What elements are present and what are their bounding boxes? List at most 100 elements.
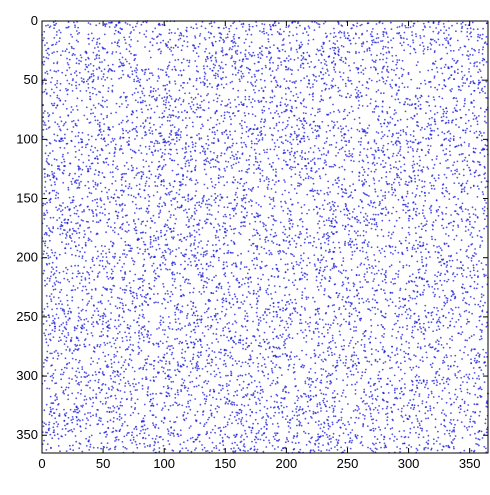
data-point [154,222,156,224]
data-point [299,24,301,27]
data-point [392,181,395,184]
data-point [128,144,131,146]
data-point [481,87,484,90]
data-point [96,275,99,277]
data-point [301,349,303,352]
data-point [481,79,484,82]
data-point [239,342,242,344]
data-point [296,288,299,290]
data-point [371,39,373,42]
data-point [443,173,446,176]
data-point [316,231,319,234]
data-point [325,83,328,86]
data-point [302,124,305,127]
data-point [442,376,445,379]
data-point [217,139,220,142]
data-point [302,51,305,54]
data-point [84,58,87,61]
data-point [288,55,290,57]
data-point [83,210,85,213]
data-point [343,213,346,216]
data-point [164,249,166,252]
data-point [218,239,221,242]
data-point [92,180,94,182]
data-point [96,119,99,122]
data-point [337,90,340,93]
data-point [383,442,386,445]
data-point [76,249,79,252]
data-point [464,208,467,211]
data-point [42,253,45,255]
data-point [284,93,287,95]
data-point [411,421,413,424]
data-point [440,116,443,119]
data-point [477,33,480,36]
data-point [121,228,124,231]
data-point [139,367,142,369]
data-point [342,283,345,286]
data-point [306,377,309,379]
data-point [152,239,155,242]
data-point [58,413,61,415]
data-point [285,252,288,255]
data-point [96,362,99,364]
data-point [281,48,284,51]
data-point [185,160,188,163]
data-point [172,237,175,240]
data-point [233,40,236,43]
data-point [339,89,341,92]
data-point [244,325,247,328]
data-point [293,414,296,417]
data-point [194,414,197,416]
data-point [283,30,285,33]
data-point [271,207,274,210]
data-point [259,120,262,123]
data-point [231,138,234,141]
data-point [337,205,339,208]
data-point [318,442,320,445]
data-point [199,106,202,109]
data-point [117,361,120,364]
data-point [139,277,142,280]
data-point [238,285,241,288]
data-point [409,431,412,434]
data-point [362,423,365,425]
data-point [447,383,450,386]
data-point [76,109,79,111]
data-point [102,317,104,320]
data-point [243,318,246,320]
data-point [310,61,313,63]
data-point [164,329,167,331]
data-point [229,146,232,149]
data-point [482,348,485,351]
data-point [307,394,310,397]
data-point [150,363,153,366]
data-point [313,300,316,303]
data-point [319,354,321,356]
data-point [225,53,228,55]
data-point [395,63,398,66]
data-point [442,149,445,152]
data-point [163,96,166,99]
data-point [455,203,458,206]
data-point [224,272,227,275]
data-point [222,71,225,74]
data-point [141,92,144,95]
data-point [88,277,91,280]
data-point [208,82,211,85]
data-point [211,441,214,444]
data-point [381,407,384,410]
data-point [227,161,230,163]
data-point [454,169,456,172]
data-point [189,437,192,440]
data-point [468,68,470,70]
data-point [483,173,485,176]
data-point [384,278,386,281]
data-point [231,154,234,157]
data-point [119,32,122,35]
data-point [248,372,250,375]
data-point [433,288,436,290]
data-point [103,138,105,140]
data-point [381,131,383,133]
data-point [333,134,335,137]
